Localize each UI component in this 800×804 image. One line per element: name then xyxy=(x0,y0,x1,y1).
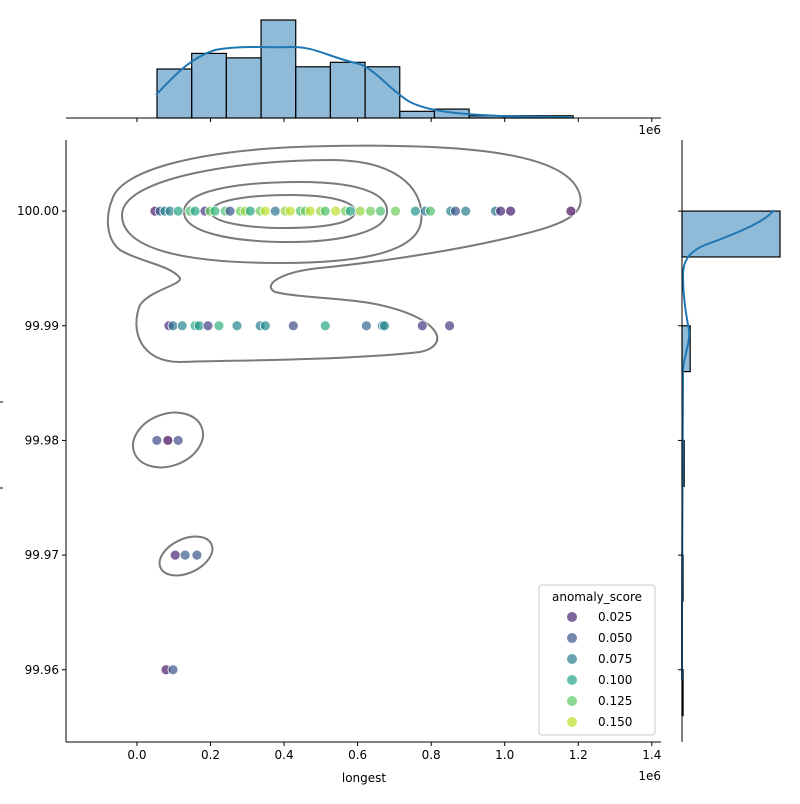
scatter-point xyxy=(319,320,331,332)
y-tick-label: 100.00 xyxy=(17,204,59,218)
kde-contour-99.97 xyxy=(158,535,214,577)
right-marginal-kde xyxy=(681,209,775,681)
scatter-points xyxy=(149,205,577,676)
scatter-point xyxy=(379,320,390,332)
kde-contours xyxy=(106,144,582,577)
scatter-point xyxy=(172,435,184,446)
y-tick-label: 99.98 xyxy=(25,433,59,447)
x-ticks: 0.0 0.2 0.4 0.6 0.8 1.0 1.2 1.4 xyxy=(127,742,661,762)
scatter-point xyxy=(390,205,401,217)
scatter-point xyxy=(330,205,341,217)
legend-label: 0.050 xyxy=(598,631,632,645)
scatter-point xyxy=(409,205,421,217)
scatter-point xyxy=(209,205,221,217)
scatter-point xyxy=(151,435,163,446)
kde-contour-2 xyxy=(120,158,423,265)
x-offset-label: 1e6 xyxy=(638,769,661,783)
scatter-point xyxy=(416,320,428,332)
scatter-point xyxy=(224,205,236,217)
x-tick-label: 0.8 xyxy=(422,748,441,762)
scatter-point xyxy=(304,205,316,217)
x-tick-label: 1.4 xyxy=(642,748,661,762)
top-histogram-bar xyxy=(260,19,297,119)
legend-label: 0.125 xyxy=(598,694,632,708)
scatter-point xyxy=(505,205,516,217)
top-histogram-bar xyxy=(191,52,227,119)
top-histogram-bar xyxy=(364,66,401,119)
scatter-point xyxy=(361,320,372,332)
legend-marker xyxy=(567,696,577,706)
y-ticks: 99.96 99.97 99.98 99.99 100.00 xyxy=(17,204,66,677)
scatter-point xyxy=(450,205,461,217)
scatter-point xyxy=(244,205,256,217)
scatter-point xyxy=(344,205,356,217)
x-tick-label: 1.0 xyxy=(495,748,514,762)
legend-label: 0.075 xyxy=(598,652,632,666)
scatter-point xyxy=(444,320,455,332)
scatter-point xyxy=(319,205,331,217)
y-tick-label: 99.97 xyxy=(25,548,59,562)
scatter-point xyxy=(172,205,184,217)
scatter-point xyxy=(354,205,366,217)
x-tick-label: 1.2 xyxy=(569,748,588,762)
scatter-point xyxy=(375,205,386,217)
top-histogram-bar xyxy=(295,66,332,119)
scatter-point xyxy=(162,435,174,446)
scatter-point xyxy=(269,205,281,217)
top-marginal-kde xyxy=(155,45,572,118)
legend-frame xyxy=(538,584,656,736)
scatter-point xyxy=(287,320,299,332)
x-tick-label: 0.6 xyxy=(348,748,367,762)
scatter-point xyxy=(167,664,179,676)
y-tick-label: 99.96 xyxy=(25,663,59,677)
top-marginal-histogram xyxy=(156,19,574,119)
right-marginal-histogram xyxy=(681,210,781,717)
legend: anomaly_score 0.0250.0500.0750.1000.1250… xyxy=(538,584,656,736)
scatter-point xyxy=(231,320,243,332)
legend-label: 0.100 xyxy=(598,673,632,687)
scatter-point xyxy=(191,549,203,561)
scatter-point xyxy=(189,205,201,217)
scatter-point xyxy=(365,205,376,217)
legend-marker xyxy=(567,633,577,643)
scatter-point xyxy=(179,549,191,561)
y-tick-label: 99.99 xyxy=(25,319,59,333)
legend-label: 0.150 xyxy=(598,715,632,729)
right-marginal-ticks xyxy=(678,210,682,671)
x-tick-label: 0.0 xyxy=(127,748,146,762)
top-histogram-bar xyxy=(329,61,366,119)
legend-label: 0.025 xyxy=(598,610,632,624)
scatter-point xyxy=(460,205,472,217)
kde-contour-99.98 xyxy=(132,411,204,469)
scatter-point xyxy=(169,549,181,561)
kde-contour-3 xyxy=(182,180,389,244)
x-axis-label: longest xyxy=(342,771,387,785)
scatter-point xyxy=(202,320,214,332)
scatter-point xyxy=(176,320,188,332)
legend-title: anomaly_score xyxy=(552,590,642,604)
legend-marker xyxy=(567,612,577,622)
legend-marker xyxy=(567,717,577,727)
top-histogram-bar xyxy=(225,57,262,119)
scatter-point xyxy=(284,205,296,217)
scatter-point xyxy=(425,205,436,217)
top-offset-label: 1e6 xyxy=(638,123,661,137)
scatter-point xyxy=(565,205,577,217)
scatter-point xyxy=(259,320,271,332)
kde-contour-outer xyxy=(106,144,582,364)
scatter-point xyxy=(213,320,225,332)
top-marginal-ticks xyxy=(136,118,653,122)
scatter-point xyxy=(167,320,179,332)
scatter-point xyxy=(259,205,271,217)
x-tick-label: 0.2 xyxy=(201,748,220,762)
top-histogram-bar xyxy=(399,110,436,119)
x-tick-label: 0.4 xyxy=(275,748,294,762)
legend-marker xyxy=(567,654,577,664)
scatter-point xyxy=(495,205,507,217)
legend-entries: 0.025 0.050 0.075 0.100 0.125 0.150 xyxy=(567,610,632,729)
legend-marker xyxy=(567,675,577,685)
